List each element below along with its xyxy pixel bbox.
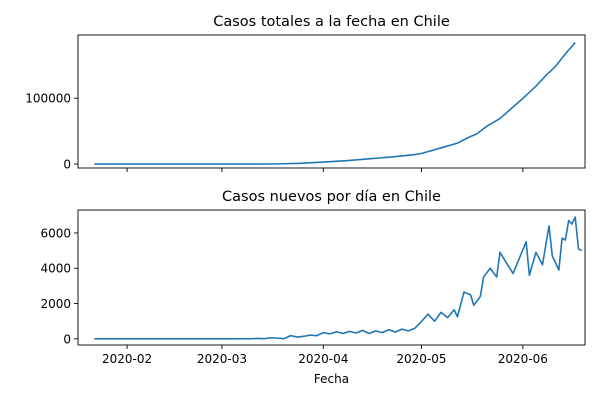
chart-1-axes-frame <box>77 34 586 169</box>
chart-2-x-tick-label: 2020-02 <box>102 352 152 366</box>
chart-1-series-line <box>94 42 576 165</box>
chart-2-y-tick-label: 6000 <box>40 226 71 240</box>
chart-2-x-axis-label: Fecha <box>314 372 349 386</box>
chart-2-y-tick-label: 2000 <box>40 297 71 311</box>
chart-2-series-line <box>94 216 583 340</box>
chart-2-y-tick-label: 4000 <box>40 262 71 276</box>
chart-2-x-tick-label: 2020-03 <box>197 352 247 366</box>
chart-2-x-tick-label: 2020-04 <box>298 352 348 366</box>
chart-2-title: Casos nuevos por día en Chile <box>222 189 441 205</box>
chart-2-axes-frame <box>77 209 586 346</box>
chart-2-x-tick-label: 2020-05 <box>396 352 446 366</box>
chart-1-y-tick-label: 100000 <box>25 92 71 106</box>
chart-1-y-tick-label: 0 <box>63 158 71 172</box>
chart-1-title: Casos totales a la fecha en Chile <box>213 14 450 30</box>
chart-2-x-tick-label: 2020-06 <box>498 352 548 366</box>
chart-2-y-tick-label: 0 <box>63 332 71 346</box>
